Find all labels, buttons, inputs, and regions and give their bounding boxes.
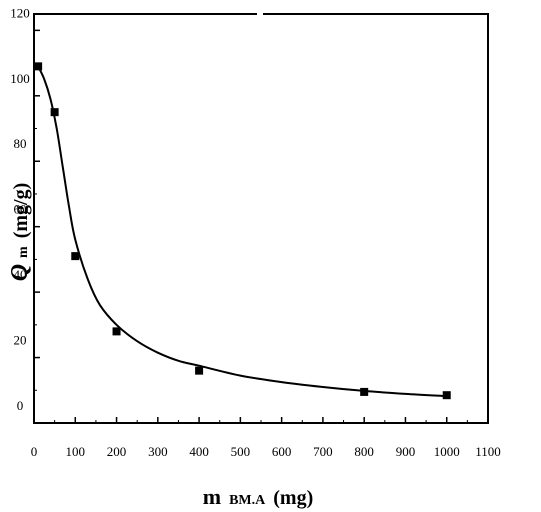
y-tick-label: 100: [10, 71, 30, 86]
y-axis-title-main: Q: [7, 264, 33, 281]
y-axis-title-sub: m: [16, 246, 31, 258]
x-tick-label: 600: [272, 444, 292, 459]
data-point: [195, 366, 204, 375]
data-point: [112, 327, 121, 336]
x-tick-label: 1100: [475, 444, 501, 459]
x-tick-label: 400: [189, 444, 209, 459]
x-tick-label: 900: [396, 444, 416, 459]
x-axis-tick-labels: 0 100 200 300 400 500 600 700 800 900 1000 1100: [31, 444, 501, 459]
fit-curve: [37, 65, 447, 398]
x-axis-title: m BM.A (mg): [203, 484, 313, 509]
y-tick-label: 80: [14, 136, 27, 151]
y-axis-ticks: [34, 29, 40, 424]
y-axis-title-unit: (mg/g): [10, 183, 32, 239]
x-tick-label: 500: [231, 444, 251, 459]
y-tick-label: 120: [10, 5, 30, 20]
plot-frame: [33, 13, 489, 424]
x-tick-label: 800: [354, 444, 374, 459]
data-point: [442, 391, 451, 400]
y-tick-label: 60: [14, 202, 27, 217]
x-tick-label: 200: [107, 444, 127, 459]
y-tick-label: 40: [14, 267, 27, 282]
data-point: [50, 108, 59, 117]
data-point: [71, 252, 80, 261]
x-tick-label: 100: [66, 444, 86, 459]
data-point: [34, 62, 43, 71]
data-point: [360, 387, 369, 396]
data-points: [34, 62, 451, 400]
y-axis-tick-labels: 0 20 40 60 80 100 120: [10, 5, 30, 413]
x-tick-label: 0: [31, 444, 38, 459]
x-axis-title-unit: (mg): [273, 487, 313, 509]
y-axis-title: Q m (mg/g): [7, 183, 33, 282]
x-axis-ticks: [33, 417, 489, 423]
y-tick-label: 20: [14, 333, 27, 348]
x-axis-title-sub: BM.A: [229, 493, 266, 508]
x-tick-label: 700: [313, 444, 333, 459]
x-axis-title-main: m: [203, 484, 221, 509]
x-tick-label: 1000: [434, 444, 460, 459]
y-tick-label: 0: [17, 398, 24, 413]
x-tick-label: 300: [148, 444, 168, 459]
